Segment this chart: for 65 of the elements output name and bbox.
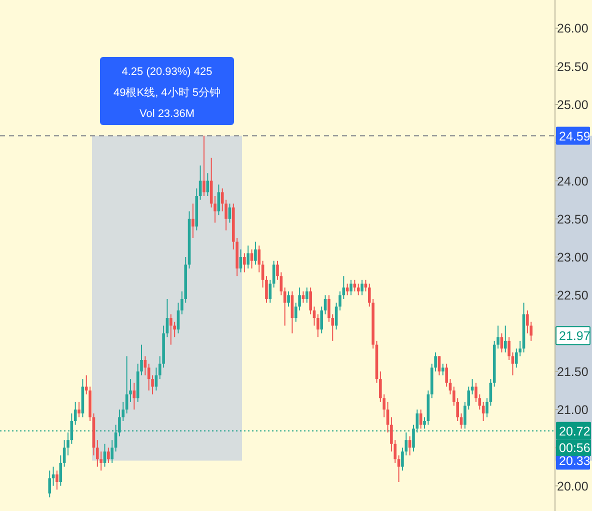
candlestick: [419, 409, 422, 430]
candlestick: [460, 412, 463, 430]
candlestick: [283, 287, 286, 326]
y-tick-label: 21.00: [557, 403, 588, 418]
annotation: 20.33: [559, 454, 590, 468]
candlestick: [346, 283, 349, 296]
candlestick: [258, 245, 261, 273]
candlestick: [324, 294, 327, 315]
candlestick: [302, 290, 305, 304]
candlestick: [438, 356, 441, 376]
candlestick: [470, 378, 474, 395]
candlestick: [309, 287, 312, 315]
candlestick: [48, 470, 52, 498]
candlestick: [482, 401, 485, 422]
candlestick: [62, 440, 66, 468]
candlestick: [350, 279, 352, 296]
candlestick: [353, 279, 356, 292]
candlestick: [110, 440, 114, 464]
annotation: 4.25 (20.93%) 425: [122, 66, 212, 78]
candlestick: [228, 203, 232, 224]
candlestick: [397, 454, 400, 483]
candlestick: [96, 440, 99, 468]
y-tick-label: 26.00: [557, 22, 588, 36]
candlestick: [441, 363, 444, 376]
annotation: 24.59: [559, 129, 590, 144]
candlestick: [170, 314, 172, 346]
candlestick: [154, 367, 158, 391]
y-tick-label: 23.00: [557, 250, 588, 265]
annotation: Vol 23.36M: [139, 108, 195, 120]
candlestick: [360, 279, 364, 296]
candlestick: [254, 241, 257, 266]
candlestick: [504, 325, 507, 353]
candlestick: [268, 279, 272, 304]
candlestick: [320, 306, 324, 334]
y-tick-label: 25.00: [557, 98, 588, 112]
candlestick: [500, 332, 504, 353]
candlestick: [356, 283, 360, 296]
candlestick: [243, 252, 246, 273]
candlestick: [56, 470, 58, 490]
candlestick: [202, 135, 206, 197]
y-tick-label: 20.00: [557, 479, 588, 494]
y-tick-label: 21.50: [557, 364, 588, 379]
candlestick: [147, 363, 150, 391]
candlestick: [306, 287, 308, 304]
ref-line-label: 20.72: [559, 424, 590, 438]
annotation: 49根K线, 4小时 5分钟: [114, 86, 220, 99]
candlestick: [364, 279, 368, 292]
text: 00:56: [559, 440, 590, 455]
candlestick: [103, 443, 106, 468]
candlestick: [59, 454, 62, 486]
candlestick: [107, 447, 110, 464]
annotation: 21.97: [559, 329, 590, 344]
candlestick: [239, 248, 242, 273]
candlestick: [74, 401, 77, 426]
candlestick: [78, 401, 80, 418]
candlestick: [192, 203, 194, 238]
candlestick: [250, 248, 254, 269]
y-tick-label: 25.50: [557, 60, 588, 74]
y-tick-label: 23.50: [557, 212, 588, 226]
y-tick-label: 22.50: [557, 288, 588, 303]
candlestick: [217, 184, 220, 216]
candlestick: [246, 245, 250, 269]
candlestick: [290, 290, 294, 334]
y-tick-label: 24.00: [557, 174, 588, 188]
candlestick: [287, 290, 290, 308]
